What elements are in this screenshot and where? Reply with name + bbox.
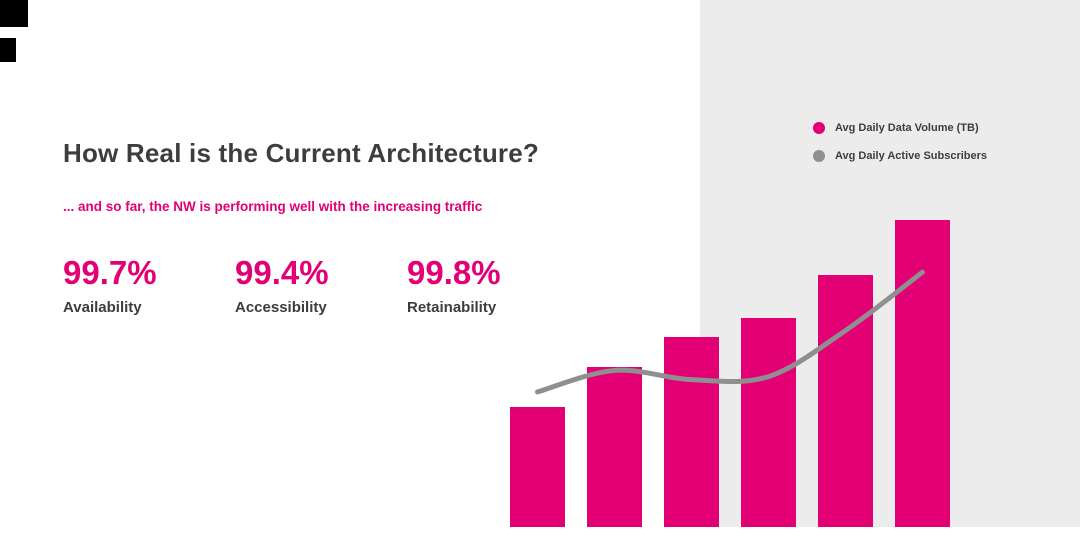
subscribers-line-layer (535, 269, 925, 395)
bar-line-chart (510, 220, 950, 527)
gray-dot-icon (813, 150, 825, 162)
kpi-label: Retainability (407, 299, 497, 317)
legend-item-data-volume: Avg Daily Data Volume (TB) (813, 122, 987, 134)
kpi-accessibility: 99.4% Accessibility (235, 254, 407, 317)
magenta-dot-icon (813, 122, 825, 134)
slide-subtitle: ... and so far, the NW is performing wel… (63, 199, 483, 214)
data-volume-bar-2 (587, 367, 642, 527)
chart-legend: Avg Daily Data Volume (TB) Avg Daily Act… (813, 122, 987, 162)
legend-label: Avg Daily Active Subscribers (835, 150, 988, 162)
data-volume-bar-3 (664, 336, 719, 527)
corner-artifact-bottom (0, 38, 16, 62)
kpi-label: Accessibility (235, 299, 327, 317)
corner-artifact-top (0, 0, 28, 27)
kpi-value: 99.8% (407, 254, 501, 291)
legend-item-active-subscribers: Avg Daily Active Subscribers (813, 150, 987, 162)
kpi-value: 99.4% (235, 254, 329, 291)
slide-title: How Real is the Current Architecture? (63, 138, 539, 168)
kpi-retainability: 99.8% Retainability (407, 254, 579, 317)
kpi-value: 99.7% (63, 254, 157, 291)
kpi-availability: 99.7% Availability (63, 254, 235, 317)
data-volume-bar-1 (510, 407, 565, 527)
legend-label: Avg Daily Data Volume (TB) (835, 122, 979, 134)
active-subscribers-line (535, 269, 925, 395)
kpi-label: Availability (63, 299, 142, 317)
kpi-stats-row: 99.7% Availability 99.4% Accessibility 9… (63, 254, 579, 317)
data-volume-bar-4 (741, 318, 796, 527)
